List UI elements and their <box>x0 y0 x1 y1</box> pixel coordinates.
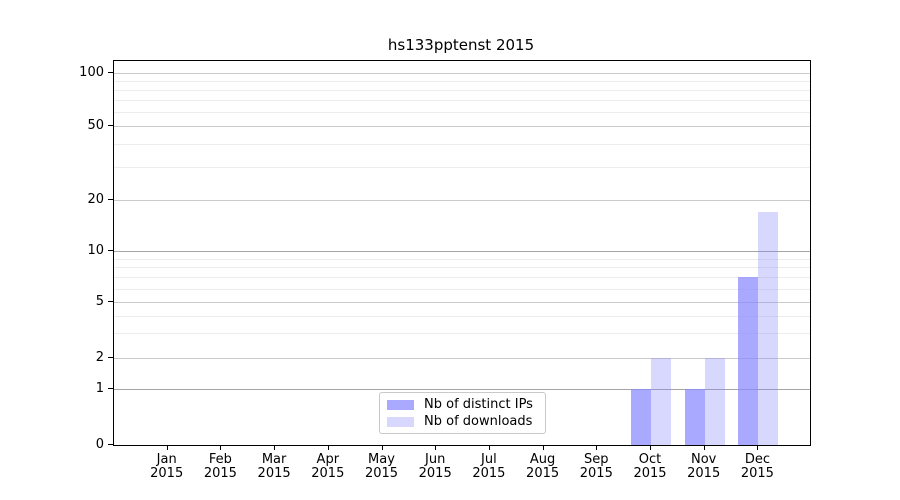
bar-distinct-ips-dec <box>738 277 759 445</box>
y-tick-label: 0 <box>95 437 104 452</box>
minor-gridline <box>114 81 810 83</box>
x-tick-mark <box>757 445 759 450</box>
x-tick-mark <box>274 445 276 450</box>
x-tick-label-mar: Mar 2015 <box>242 453 306 481</box>
year-label: 2015 <box>740 466 774 481</box>
y-tick-mark <box>108 388 113 389</box>
legend-swatch-distinct-ips <box>387 399 414 410</box>
major-gridline <box>114 73 810 74</box>
x-tick-label-aug: Aug 2015 <box>511 453 575 481</box>
month-label: Aug <box>529 452 556 467</box>
plot-area: Nb of distinct IPs Nb of downloads <box>113 60 811 446</box>
year-label: 2015 <box>579 466 613 481</box>
minor-gridline <box>114 90 810 92</box>
x-tick-label-nov: Nov 2015 <box>672 453 736 481</box>
year-label: 2015 <box>364 466 399 481</box>
y-tick-mark <box>108 250 113 251</box>
x-tick-mark <box>327 445 329 450</box>
minor-gridline <box>114 100 810 102</box>
y-tick-mark <box>108 72 113 73</box>
legend-box: Nb of distinct IPs Nb of downloads <box>379 392 546 434</box>
legend-item: Nb of downloads <box>387 413 545 429</box>
y-tick-mark <box>108 199 113 200</box>
major-gridline <box>114 358 810 359</box>
y-tick-mark <box>108 357 113 358</box>
x-tick-mark <box>220 445 222 450</box>
major-gridline <box>114 302 810 303</box>
month-label: Feb <box>208 452 232 467</box>
month-label: Oct <box>638 452 662 467</box>
minor-gridline <box>114 167 810 169</box>
month-label: Mar <box>261 452 287 467</box>
year-label: 2015 <box>526 466 560 481</box>
bar-downloads-dec <box>758 211 779 445</box>
month-label: Jul <box>481 452 497 467</box>
chart-title: hs133pptenst 2015 <box>387 36 535 54</box>
year-label: 2015 <box>633 466 667 481</box>
x-tick-mark <box>166 445 168 450</box>
year-label: 2015 <box>311 466 345 481</box>
x-tick-label-jun: Jun 2015 <box>403 453 467 481</box>
y-tick-label: 2 <box>95 350 104 365</box>
month-label: Jan <box>156 452 177 467</box>
month-label: Apr <box>316 452 340 467</box>
x-tick-mark <box>488 445 490 450</box>
bar-downloads-nov <box>704 358 725 445</box>
minor-gridline <box>114 258 810 260</box>
minor-gridline <box>114 315 810 317</box>
y-tick-label: 1 <box>95 381 104 396</box>
x-tick-label-jul: Jul 2015 <box>457 453 521 481</box>
minor-gridline <box>114 277 810 279</box>
year-label: 2015 <box>203 466 237 481</box>
month-label: Jun <box>425 452 446 467</box>
major-gridline <box>114 389 810 390</box>
x-tick-mark <box>542 445 544 450</box>
month-label: May <box>368 452 395 467</box>
month-label: Dec <box>744 452 770 467</box>
month-label: Sep <box>584 452 609 467</box>
x-tick-label-jan: Jan 2015 <box>135 453 199 481</box>
bar-distinct-ips-nov <box>684 389 705 445</box>
y-tick-mark <box>108 444 113 445</box>
x-tick-mark <box>596 445 598 450</box>
year-label: 2015 <box>257 466 291 481</box>
minor-gridline <box>114 288 810 290</box>
minor-gridline <box>114 267 810 269</box>
x-tick-label-apr: Apr 2015 <box>296 453 360 481</box>
x-tick-label-oct: Oct 2015 <box>618 453 682 481</box>
x-tick-label-dec: Dec 2015 <box>725 453 789 481</box>
minor-gridline <box>114 112 810 114</box>
x-tick-mark <box>703 445 705 450</box>
legend-item: Nb of distinct IPs <box>387 396 545 412</box>
year-label: 2015 <box>687 466 721 481</box>
month-label: Nov <box>691 452 717 467</box>
legend-label: Nb of distinct IPs <box>424 396 533 412</box>
year-label: 2015 <box>472 466 506 481</box>
y-tick-mark <box>108 301 113 302</box>
y-tick-label: 10 <box>87 243 104 258</box>
y-tick-label: 20 <box>87 192 104 207</box>
x-tick-mark <box>435 445 437 450</box>
bar-distinct-ips-oct <box>631 389 651 445</box>
year-label: 2015 <box>150 466 184 481</box>
major-gridline <box>114 126 810 127</box>
bar-downloads-oct <box>651 358 671 445</box>
major-gridline <box>114 200 810 201</box>
x-tick-mark <box>381 445 383 450</box>
y-tick-label: 5 <box>95 294 104 309</box>
minor-gridline <box>114 144 810 146</box>
x-tick-label-may: May 2015 <box>350 453 414 481</box>
major-gridline <box>114 251 810 252</box>
legend-label: Nb of downloads <box>424 413 533 429</box>
legend-swatch-downloads <box>387 416 414 427</box>
y-tick-label: 100 <box>79 65 104 80</box>
y-tick-label: 50 <box>87 118 104 133</box>
minor-gridline <box>114 333 810 335</box>
x-tick-mark <box>650 445 651 450</box>
x-tick-label-feb: Feb 2015 <box>188 453 252 481</box>
x-tick-label-sep: Sep 2015 <box>564 453 628 481</box>
y-tick-mark <box>108 125 113 126</box>
year-label: 2015 <box>418 466 452 481</box>
